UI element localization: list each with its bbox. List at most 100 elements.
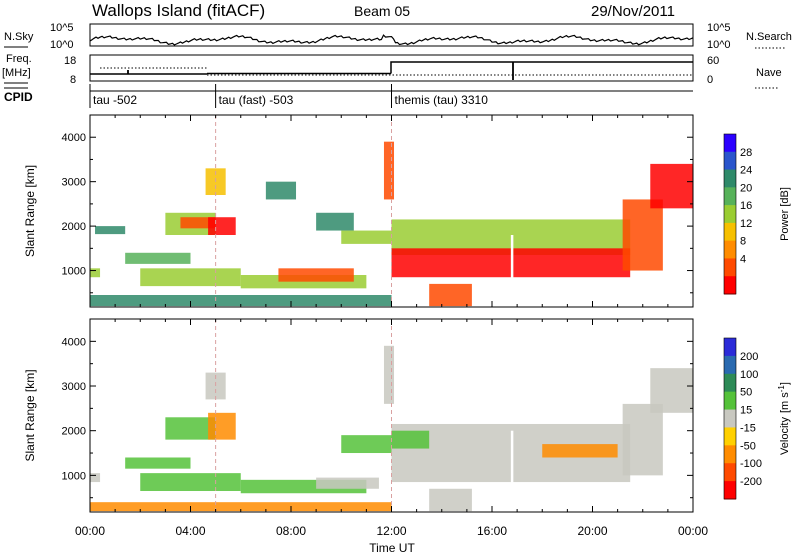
data-cell	[383, 345, 395, 404]
colorbar-tick-label: 20	[740, 182, 752, 194]
colorbar-title-unit-exponent: -1	[777, 385, 786, 393]
nsky-panel: N.Sky 10^5 10^0 10^5 10^0 N.Search	[4, 22, 792, 51]
y-tick-label: 4000	[62, 336, 86, 348]
colorbar-swatch	[724, 187, 736, 206]
freq-unit-label: [MHz]	[2, 67, 31, 79]
beam-title: Beam 05	[354, 3, 410, 19]
data-cell	[316, 477, 379, 489]
data-cell	[208, 217, 236, 235]
y-axis-title: Slant Range [km]	[23, 369, 37, 461]
cpid-row: CPID tau -502 tau (fast) -503 themis (tau)…	[4, 84, 693, 108]
time-axis: 00:00 04:00 08:00 12:00 16:00 20:00 00:00	[75, 524, 708, 538]
cpid-label: CPID	[4, 90, 33, 104]
data-cell	[125, 252, 191, 264]
data-cell	[140, 268, 241, 287]
data-cell	[205, 372, 226, 400]
nave-tick-bottom: 0	[707, 74, 713, 86]
y-tick-label: 1000	[62, 470, 86, 482]
colorbar-swatch	[724, 373, 736, 393]
nave-tick-top: 60	[707, 55, 719, 67]
freq-frame	[89, 54, 694, 82]
data-cell	[90, 295, 392, 307]
nsky-label: N.Sky	[4, 31, 34, 43]
freq-panel: Freq. [MHz] 18 8 60 0 Nave	[2, 53, 782, 89]
x-tick-label: 12:00	[376, 524, 406, 538]
colorbar-frame	[723, 133, 737, 295]
data-cell	[90, 268, 101, 278]
data-cell	[90, 473, 101, 483]
data-cell	[90, 502, 392, 512]
colorbar-tick-label: -50	[740, 440, 756, 452]
colorbar-title: Power [dB]	[779, 187, 791, 241]
data-cell	[341, 435, 392, 454]
x-tick-label: 00:00	[678, 524, 708, 538]
freq-label: Freq.	[6, 53, 32, 65]
data-cell	[650, 163, 693, 209]
colorbar-title-name: Velocity	[779, 417, 791, 455]
power-heatmap-panel: 1000 2000 3000 4000 Slant Range [km] 28 24 20 16…	[23, 114, 791, 308]
colorbar-title-unit-close: ]	[779, 382, 791, 385]
nave-trace	[100, 67, 693, 76]
colorbar-tick-label: -100	[740, 458, 762, 470]
x-axis-title: Time UT	[369, 541, 415, 554]
x-tick-label: 16:00	[477, 524, 507, 538]
data-cell	[429, 283, 472, 307]
colorbar-tick-label: 50	[740, 387, 752, 399]
y-tick-label: 3000	[62, 381, 86, 393]
nsearch-tick-bottom: 10^0	[707, 39, 731, 51]
nsearch-tick-top: 10^5	[707, 22, 731, 34]
colorbar-swatch	[724, 276, 736, 295]
data-cell	[542, 444, 618, 458]
nsky-frame	[89, 23, 694, 47]
colorbar-tick-label: -200	[740, 476, 762, 488]
x-tick-label: 00:00	[75, 524, 105, 538]
data-cell	[208, 412, 236, 440]
colorbar-tick-label: 12	[740, 218, 752, 230]
colorbar-tick-label: 100	[740, 369, 758, 381]
data-cell	[265, 181, 297, 200]
cpid-segment-label: themis (tau) 3310	[395, 93, 489, 107]
colorbar-tick-label: 8	[740, 236, 746, 248]
colorbar-tick-label: 15	[740, 405, 752, 417]
colorbar-swatch	[724, 258, 736, 277]
data-cell	[622, 199, 663, 271]
data-cell	[140, 473, 241, 492]
nsky-trace	[89, 34, 694, 46]
colorbar-title-unit: [m s	[779, 392, 791, 413]
data-cell	[278, 268, 354, 282]
data-cell	[650, 368, 693, 413]
y-tick-label: 3000	[62, 177, 86, 189]
site-title: Wallops Island (fitACF)	[92, 1, 265, 20]
nsearch-label: N.Search	[746, 31, 792, 43]
x-tick-label: 20:00	[577, 524, 607, 538]
data-cell	[341, 230, 392, 244]
velocity-heatmap-panel: 1000 2000 3000 4000 Slant Range [km] 200 100 50…	[23, 318, 791, 513]
colorbar-tick-label: 24	[740, 165, 752, 177]
colorbar-title: Velocity [m s-1]	[777, 382, 791, 455]
data-cell	[125, 457, 191, 469]
colorbar-tick-label: 4	[740, 253, 746, 265]
x-tick-label: 08:00	[276, 524, 306, 538]
cpid-segment-label: tau (fast) -503	[219, 93, 294, 107]
freq-tick-bottom: 8	[70, 74, 76, 86]
colorbar-frame	[723, 337, 737, 500]
freq-spikes	[127, 62, 514, 80]
freq-tick-top: 18	[64, 55, 76, 67]
colorbar-swatch	[724, 338, 736, 357]
colorbar-swatch	[724, 205, 736, 224]
data-cell	[429, 488, 472, 512]
colorbar-swatch	[724, 355, 736, 375]
colorbar-swatch	[724, 151, 736, 171]
nave-label: Nave	[756, 67, 782, 79]
y-tick-label: 2000	[62, 221, 86, 233]
colorbar-swatch	[724, 409, 736, 428]
colorbar-tick-label: -15	[740, 422, 756, 434]
freq-trace	[90, 61, 693, 75]
colorbar-tick-label: 28	[740, 147, 752, 159]
colorbar-swatch	[724, 169, 736, 188]
colorbar-swatch	[724, 427, 736, 446]
data-cell	[180, 217, 216, 229]
y-axis-title: Slant Range [km]	[23, 165, 37, 257]
data-cell	[391, 248, 631, 278]
